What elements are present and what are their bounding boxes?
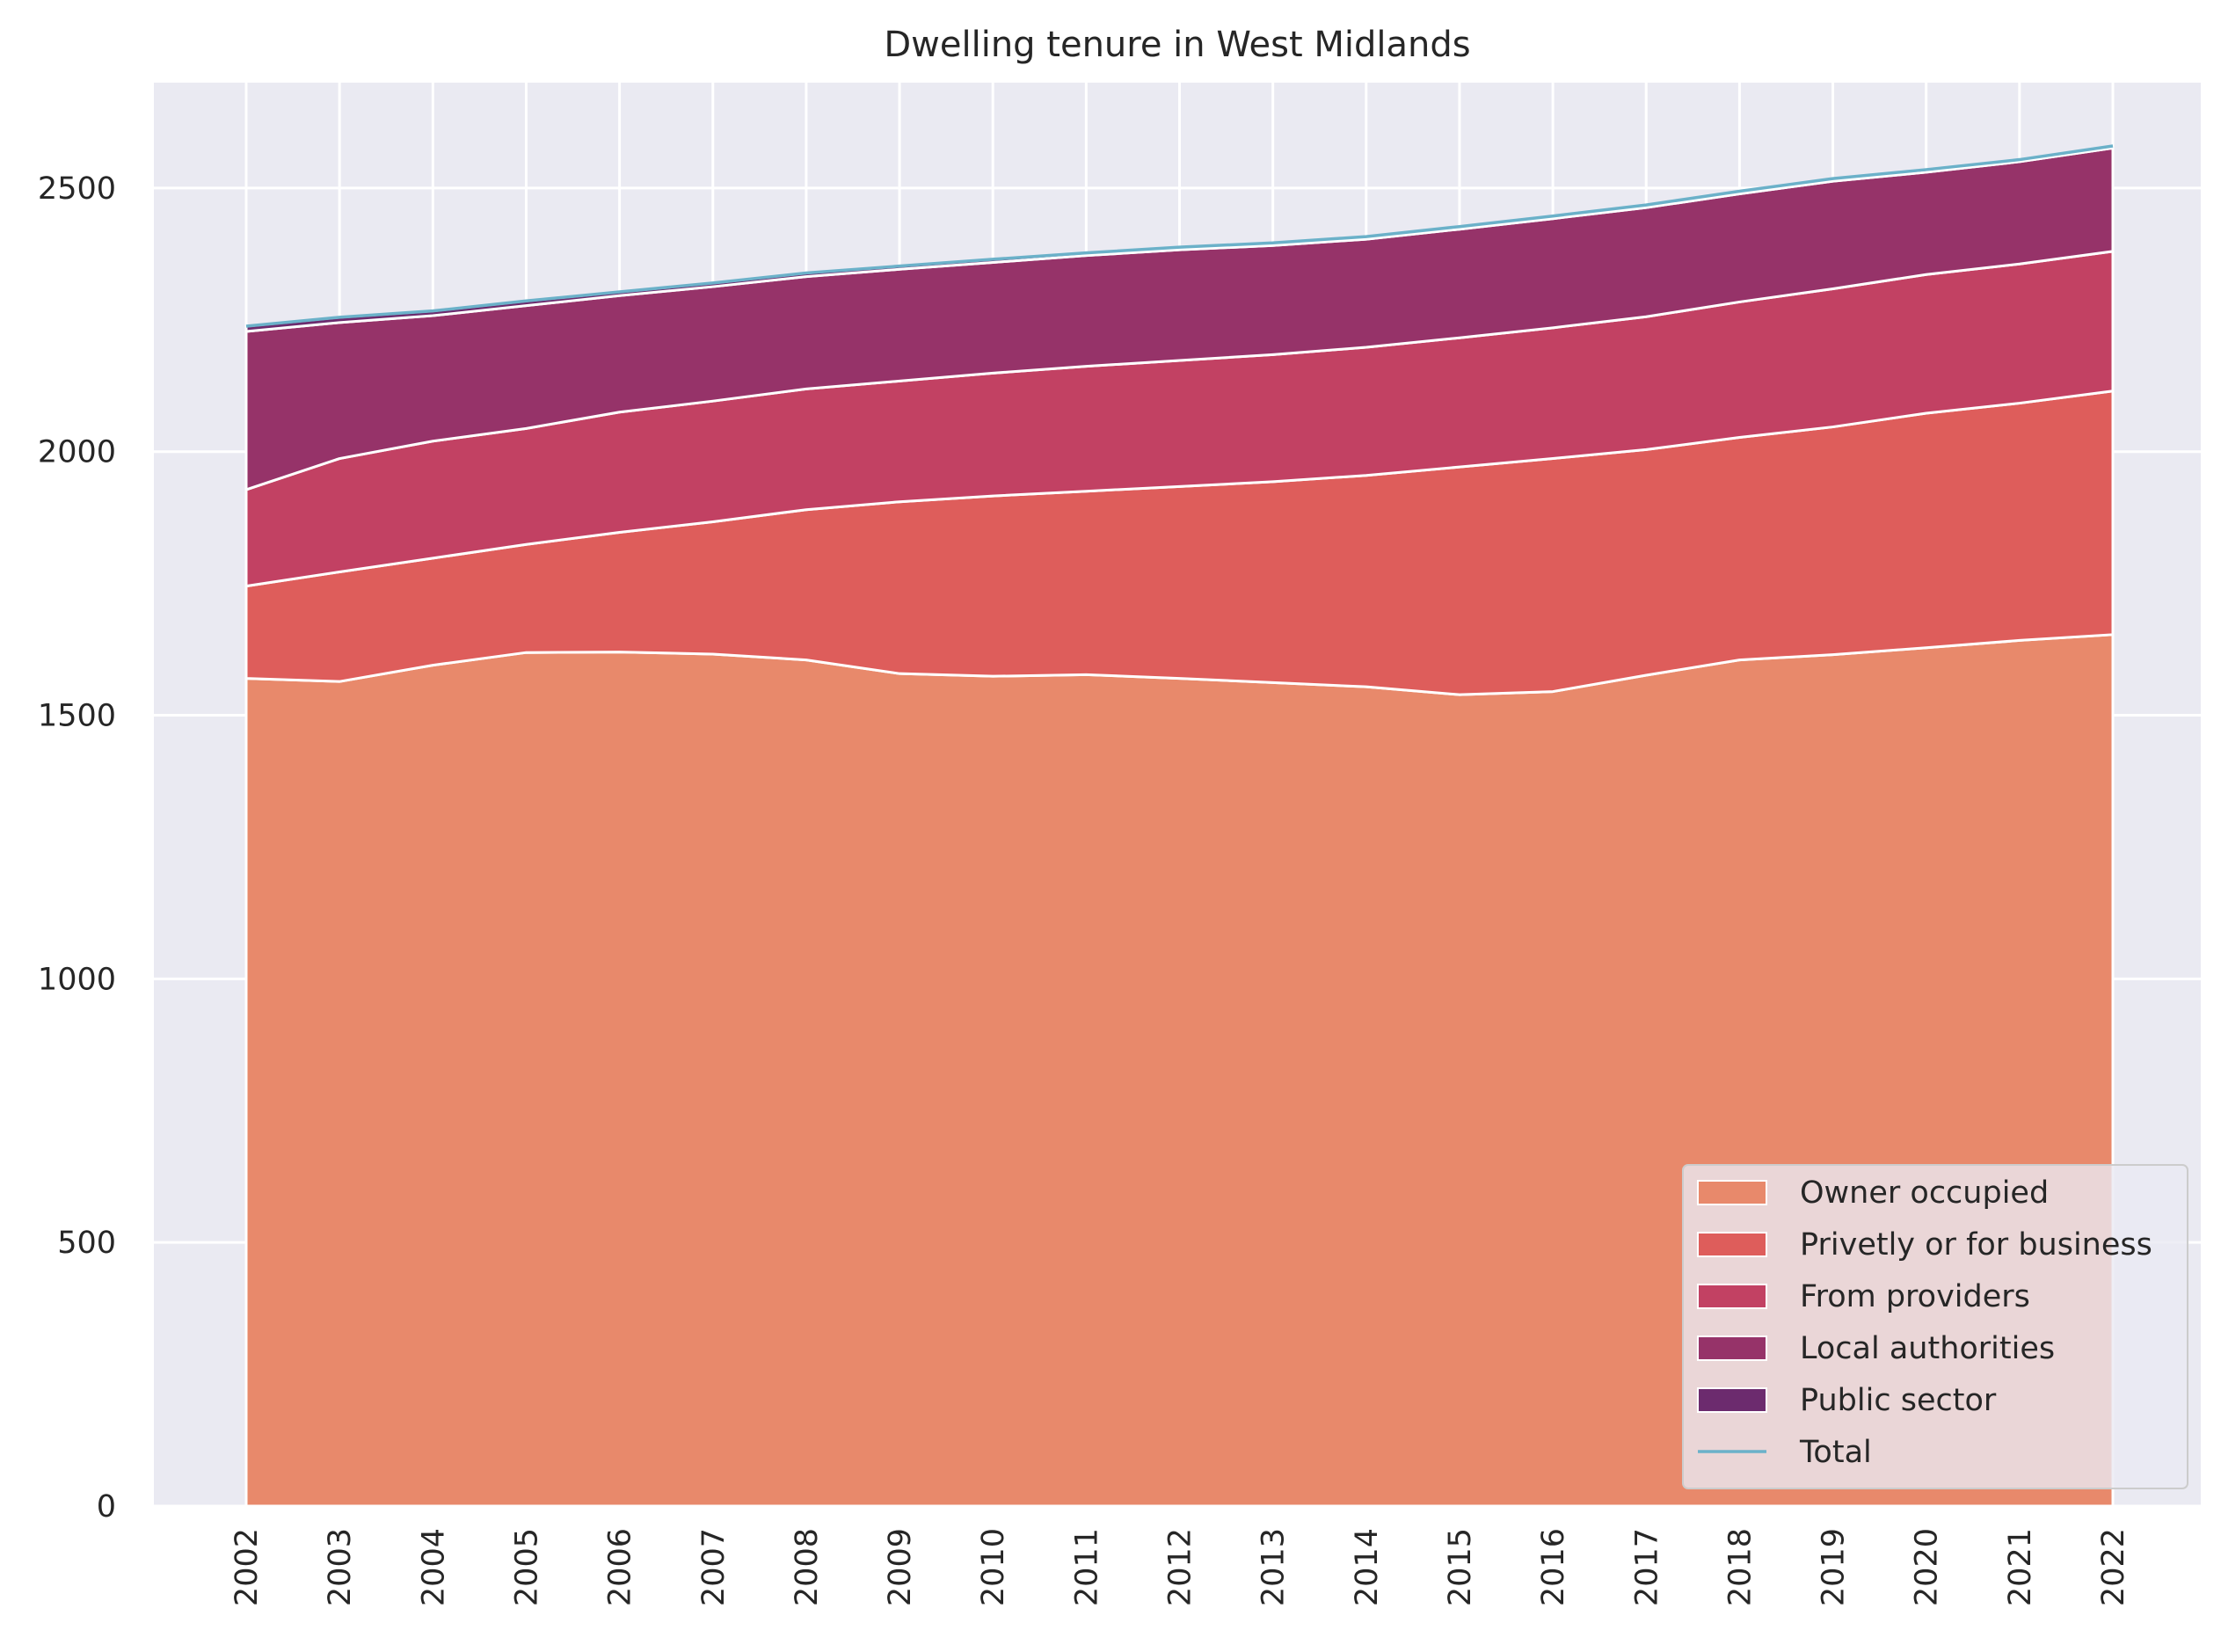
legend-swatch — [1697, 1180, 1767, 1205]
x-tick-label: 2022 — [2096, 1528, 2131, 1606]
x-tick-label: 2021 — [2003, 1528, 2038, 1606]
x-tick-label: 2010 — [976, 1528, 1011, 1606]
x-tick-label: 2012 — [1163, 1528, 1198, 1606]
legend-label: Public sector — [1800, 1383, 1997, 1418]
y-tick-labels: 0 500 1000 1500 2000 2500 — [38, 171, 116, 1525]
legend[interactable]: Owner occupied Privetly or for business Fr… — [1682, 1164, 2188, 1489]
total-line — [245, 144, 2114, 328]
x-tick-labels: 2002 2003 2004 2005 2006 2007 2008 2009 2010 2011… — [229, 1528, 2131, 1606]
y-tick-label: 0 — [97, 1489, 116, 1525]
y-tick-label: 1000 — [38, 962, 116, 997]
x-tick-label: 2011 — [1069, 1528, 1104, 1606]
x-tick-label: 2015 — [1443, 1528, 1478, 1606]
x-tick-label: 2006 — [603, 1528, 638, 1606]
area-series — [244, 144, 2115, 1508]
legend-label: From providers — [1800, 1279, 2030, 1314]
x-tick-label: 2018 — [1722, 1528, 1758, 1606]
x-tick-label: 2014 — [1350, 1528, 1385, 1606]
legend-swatch — [1697, 1335, 1767, 1361]
x-tick-label: 2016 — [1536, 1528, 1571, 1606]
legend-label: Local authorities — [1800, 1331, 2055, 1366]
x-tick-label: 2007 — [696, 1528, 732, 1606]
x-tick-label: 2017 — [1629, 1528, 1664, 1606]
x-tick-label: 2005 — [509, 1528, 544, 1606]
total-line-layer — [245, 144, 2114, 328]
x-tick-label: 2008 — [790, 1528, 825, 1606]
x-tick-label: 2004 — [416, 1528, 451, 1606]
legend-items: Owner occupied Privetly or for business Fr… — [1697, 1175, 2152, 1470]
legend-label: Owner occupied — [1800, 1175, 2049, 1211]
y-tick-label: 2500 — [38, 171, 116, 207]
chart-title: Dwelling tenure in West Midlands — [884, 25, 1470, 65]
x-tick-label: 2009 — [883, 1528, 918, 1606]
legend-label: Total — [1799, 1435, 1872, 1470]
x-tick-label: 2002 — [229, 1528, 265, 1606]
legend-swatch — [1697, 1284, 1767, 1309]
x-tick-label: 2003 — [323, 1528, 358, 1606]
y-tick-label: 2000 — [38, 435, 116, 470]
legend-label: Privetly or for business — [1800, 1227, 2152, 1263]
x-tick-label: 2013 — [1256, 1528, 1292, 1606]
y-tick-label: 500 — [57, 1226, 116, 1261]
x-tick-label: 2020 — [1910, 1528, 1945, 1606]
y-tick-label: 1500 — [38, 699, 116, 734]
legend-swatch — [1697, 1387, 1767, 1413]
legend-swatch — [1697, 1232, 1767, 1257]
legend-frame — [1682, 1164, 2188, 1489]
x-tick-label: 2019 — [1817, 1528, 1852, 1606]
